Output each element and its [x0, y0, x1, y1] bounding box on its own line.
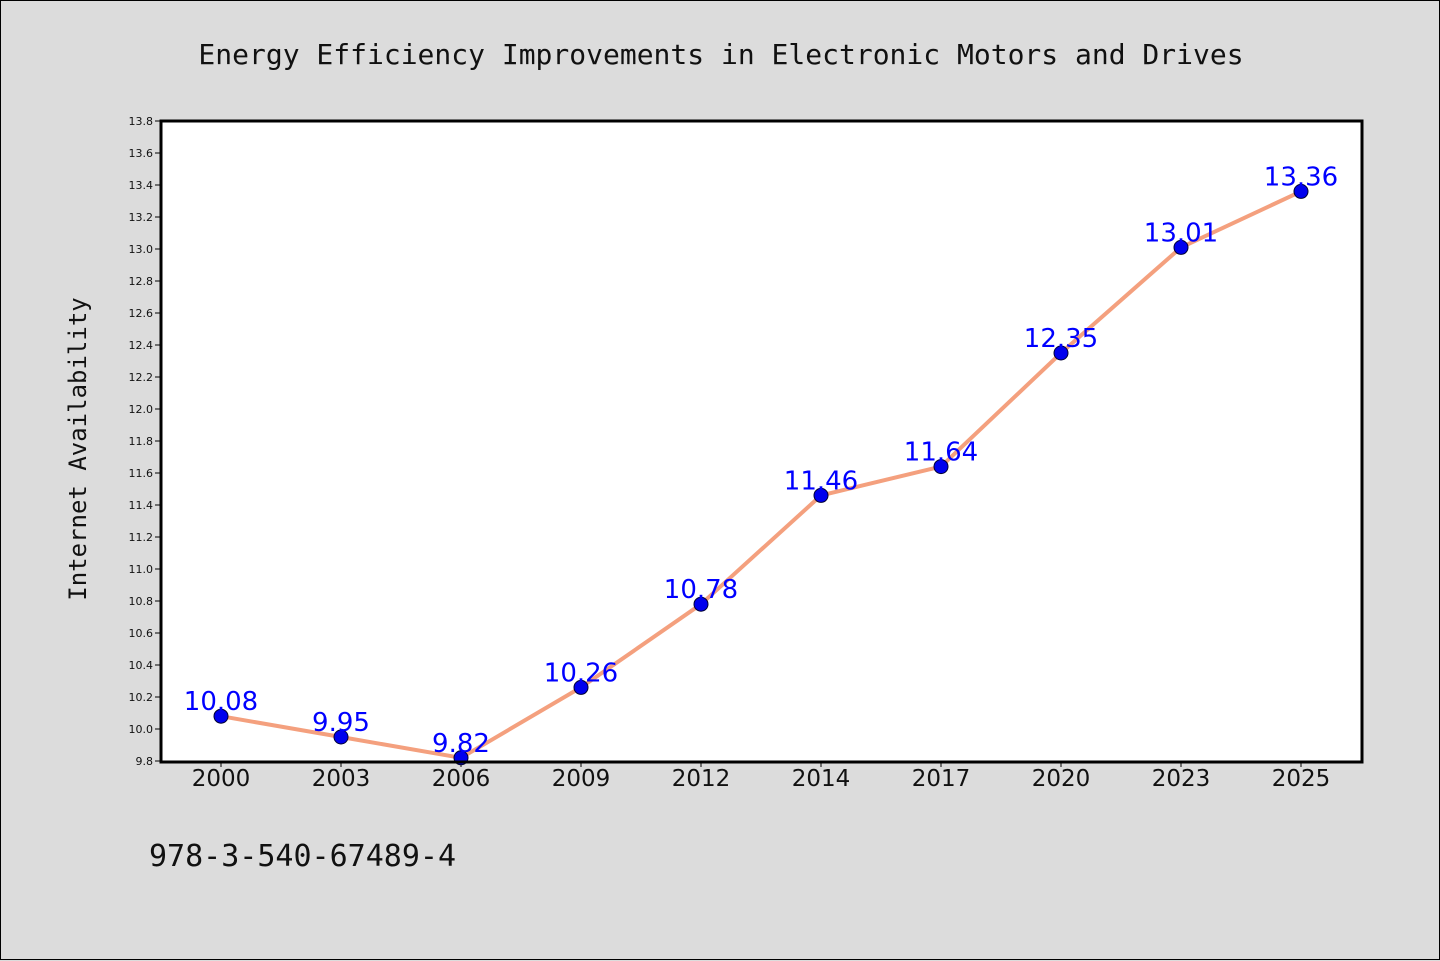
- y-tick-label: 9.8: [136, 755, 154, 768]
- chart-title: Energy Efficiency Improvements in Electr…: [198, 38, 1243, 71]
- y-tick-label: 10.4: [129, 659, 154, 672]
- data-label: 10.26: [544, 658, 618, 688]
- y-tick-label: 11.6: [129, 467, 154, 480]
- y-tick-label: 10.2: [129, 691, 154, 704]
- y-tick-label: 12.2: [129, 371, 154, 384]
- y-tick-label: 13.0: [129, 243, 154, 256]
- x-tick-label: 2017: [912, 766, 971, 792]
- x-tick-label: 2000: [192, 766, 251, 792]
- data-label: 11.46: [784, 466, 858, 496]
- data-point-marker: [1053, 345, 1069, 361]
- y-tick-label: 13.2: [129, 211, 154, 224]
- y-tick-label: 10.6: [129, 627, 154, 640]
- x-tick-label: 2009: [552, 766, 611, 792]
- y-tick-label: 12.6: [129, 307, 154, 320]
- y-tick-label: 10.8: [129, 595, 154, 608]
- data-point-marker: [333, 729, 349, 745]
- x-tick-label: 2012: [672, 766, 731, 792]
- isbn-caption: 978-3-540-67489-4: [149, 839, 456, 874]
- data-label: 10.78: [664, 575, 738, 605]
- data-labels-group: 10.08 9.95 9.82 10.26 10.78 11.46 11.64 12.35 13…: [184, 162, 1338, 758]
- y-tick-label: 11.8: [129, 435, 154, 448]
- data-label: 10.08: [184, 687, 258, 717]
- plot-area: [161, 121, 1362, 762]
- y-tick-label: 13.4: [129, 179, 154, 192]
- data-point-marker: [213, 708, 229, 724]
- series-line: [219, 189, 1303, 760]
- data-point-marker: [1173, 239, 1189, 255]
- data-label: 13.01: [1144, 218, 1218, 248]
- data-point-marker: [1293, 183, 1309, 199]
- x-tick-label: 2006: [432, 766, 491, 792]
- y-tick-label: 11.2: [129, 531, 154, 544]
- data-label: 13.36: [1264, 162, 1338, 192]
- x-axis: 2000 2003 2006 2009 2012 2014 2017 2020 2023 2025: [192, 761, 1331, 792]
- x-tick-label: 2025: [1272, 766, 1331, 792]
- data-point-marker: [693, 596, 709, 612]
- y-tick-label: 13.8: [129, 115, 154, 128]
- data-label: 12.35: [1024, 324, 1098, 354]
- data-point-marker: [573, 679, 589, 695]
- y-tick-label: 12.8: [129, 275, 154, 288]
- y-tick-label: 11.0: [129, 563, 154, 576]
- y-tick-label: 11.4: [129, 499, 154, 512]
- y-axis-label: Internet Availability: [64, 297, 92, 600]
- x-tick-label: 2023: [1152, 766, 1211, 792]
- y-tick-label: 10.0: [129, 723, 154, 736]
- x-tick-label: 2020: [1032, 766, 1091, 792]
- plot-border: [159, 119, 1364, 764]
- y-axis: 9.8 10.0 10.2 10.4 10.6 10.8 11.0 11.2 11.4 11.6 1…: [129, 115, 161, 768]
- x-tick-label: 2003: [312, 766, 371, 792]
- series-line-group: [219, 189, 1303, 760]
- data-point-marker: [813, 487, 829, 503]
- data-label: 11.64: [904, 438, 978, 468]
- data-label: 9.82: [432, 729, 490, 759]
- y-tick-label: 12.4: [129, 339, 154, 352]
- data-label: 9.95: [312, 708, 370, 738]
- y-tick-label: 12.0: [129, 403, 154, 416]
- x-tick-label: 2014: [792, 766, 851, 792]
- y-tick-label: 13.6: [129, 147, 154, 160]
- markers-group: [213, 183, 1309, 766]
- data-point-marker: [933, 459, 949, 475]
